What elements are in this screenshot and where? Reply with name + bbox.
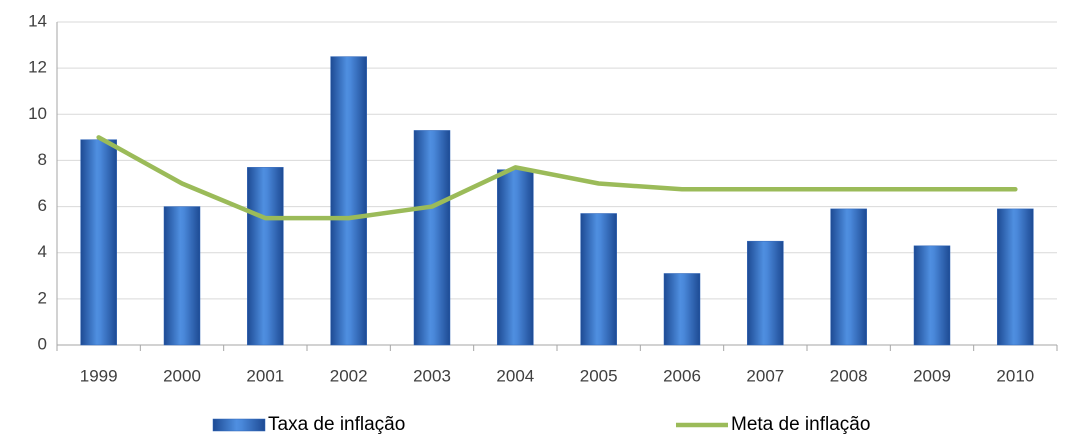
y-tick-label: 2 bbox=[38, 288, 47, 307]
bar bbox=[247, 167, 284, 346]
bar bbox=[830, 208, 867, 346]
y-tick-label: 6 bbox=[38, 196, 47, 215]
bar bbox=[413, 130, 451, 346]
x-tick-label: 2008 bbox=[830, 366, 868, 385]
bar bbox=[663, 273, 701, 346]
y-tick-label: 8 bbox=[38, 150, 47, 169]
x-tick-label: 2000 bbox=[163, 366, 201, 385]
y-tick-label: 4 bbox=[38, 242, 47, 261]
bar bbox=[580, 213, 617, 346]
x-tick-label: 2004 bbox=[496, 366, 534, 385]
bar bbox=[913, 245, 951, 346]
y-tick-label: 12 bbox=[28, 58, 47, 77]
line bbox=[96, 135, 1018, 221]
legend-swatch bbox=[212, 418, 266, 432]
x-tick-label: 1999 bbox=[80, 366, 118, 385]
x-tick-label: 2007 bbox=[746, 366, 784, 385]
x-tick-label: 2005 bbox=[580, 366, 618, 385]
legend-label: Meta de inflação bbox=[731, 414, 870, 434]
bar bbox=[330, 56, 367, 346]
bar bbox=[80, 139, 117, 346]
x-tick-label: 2001 bbox=[246, 366, 284, 385]
legend-label: Taxa de inflação bbox=[268, 414, 405, 434]
bar bbox=[747, 240, 784, 346]
y-tick-label: 10 bbox=[28, 104, 47, 123]
x-tick-label: 2003 bbox=[413, 366, 451, 385]
y-tick-label: 0 bbox=[38, 334, 47, 353]
x-tick-label: 2009 bbox=[913, 366, 951, 385]
x-tick-label: 2010 bbox=[996, 366, 1034, 385]
bar bbox=[163, 206, 201, 346]
bar bbox=[497, 169, 534, 346]
y-tick-label: 14 bbox=[28, 11, 47, 30]
x-tick-label: 2002 bbox=[330, 366, 368, 385]
bar bbox=[997, 208, 1034, 346]
x-tick-label: 2006 bbox=[663, 366, 701, 385]
